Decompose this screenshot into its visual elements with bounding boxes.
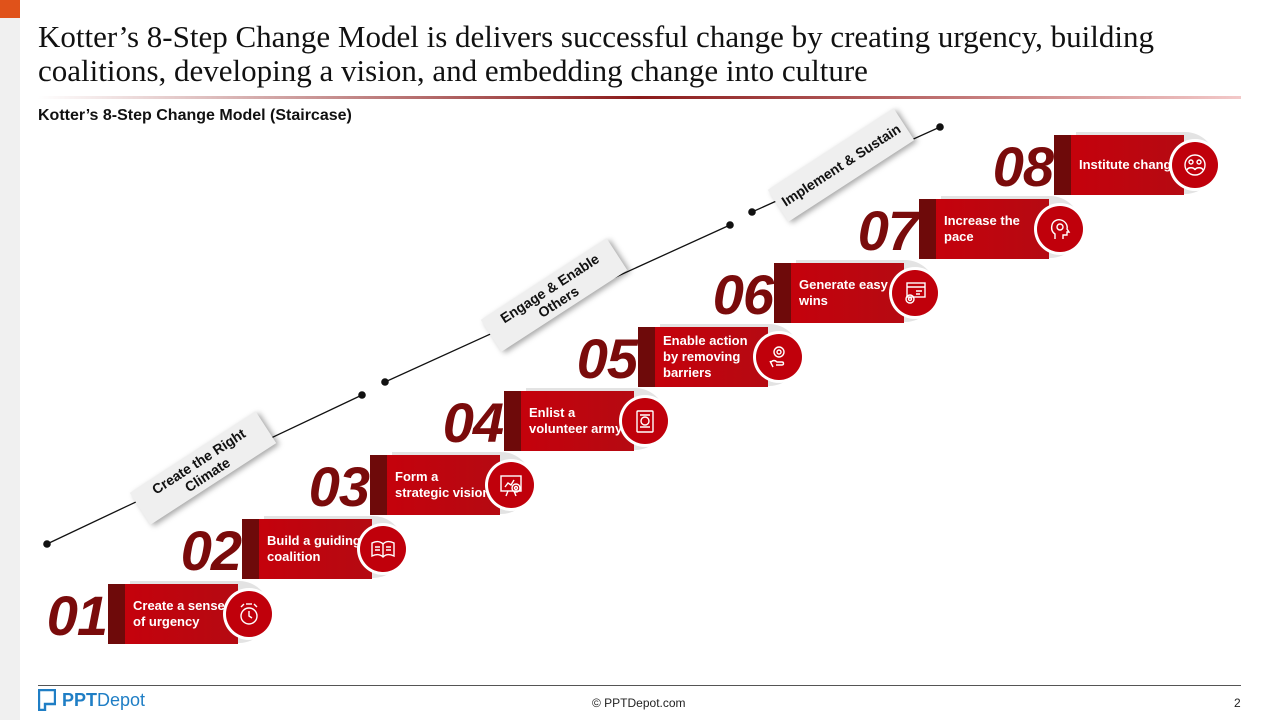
timeline-dot <box>43 540 51 548</box>
step-number: 02 <box>180 519 242 582</box>
brand-logo: PPTDepot <box>37 688 146 712</box>
alarm-clock-icon <box>223 588 275 640</box>
step-bar: Create a sense of urgency <box>108 584 238 644</box>
brand-name-rest: Depot <box>97 689 146 710</box>
step-number: 01 <box>46 584 108 647</box>
timeline-dot <box>358 391 366 399</box>
timeline-dot <box>381 378 389 386</box>
step-01: 01 Create a sense of urgency <box>0 581 400 648</box>
step-05: 05 Enable action by removing barriers <box>530 324 930 391</box>
head-gear-icon <box>1034 203 1086 255</box>
step-label: Generate easy wins <box>799 277 888 308</box>
ppt-logo-icon <box>37 688 57 712</box>
step-number: 04 <box>442 391 504 454</box>
hand-target-icon <box>753 331 805 383</box>
step-number: 05 <box>576 327 638 390</box>
badge-document-icon <box>619 395 671 447</box>
step-bar: Form a strategic vision <box>370 455 500 515</box>
step-number: 07 <box>857 199 919 262</box>
step-label: Enlist a volunteer army <box>529 405 623 436</box>
step-label: Create a sense of urgency <box>133 598 225 629</box>
step-number: 06 <box>712 263 774 326</box>
title-divider <box>38 96 1241 99</box>
step-bar: Build a guiding coalition <box>242 519 372 579</box>
step-06: 06 Generate easy wins <box>666 260 1066 327</box>
step-04: 04 Enlist a volunteer army <box>396 388 796 455</box>
team-cycle-icon <box>1169 139 1221 191</box>
step-bar: Enlist a volunteer army <box>504 391 634 451</box>
footer-divider <box>38 685 1241 686</box>
step-label: Enable action by removing barriers <box>663 333 748 380</box>
step-08: 08 Institute change <box>946 132 1280 199</box>
timeline-dot <box>936 123 944 131</box>
browser-gear-icon <box>889 267 941 319</box>
step-label: Form a strategic vision <box>395 469 491 500</box>
step-bar: Enable action by removing barriers <box>638 327 768 387</box>
slide-title: Kotter’s 8-Step Change Model is delivers… <box>38 19 1155 88</box>
presentation-target-icon <box>485 459 537 511</box>
brand-name-bold: PPT <box>62 689 98 710</box>
page-number: 2 <box>1234 696 1241 710</box>
timeline-dot <box>748 208 756 216</box>
step-label: Institute change <box>1079 157 1179 172</box>
slide-subtitle: Kotter’s 8-Step Change Model (Staircase) <box>38 107 352 124</box>
step-03: 03 Form a strategic vision <box>262 452 662 519</box>
step-02: 02 Build a guiding coalition <box>134 516 534 583</box>
left-sidebar-strip <box>0 0 20 720</box>
step-bar: Generate easy wins <box>774 263 904 323</box>
step-number: 03 <box>308 455 370 518</box>
step-label: Build a guiding coalition <box>267 533 361 564</box>
step-bar: Increase the pace <box>919 199 1049 259</box>
step-number: 08 <box>992 135 1054 198</box>
step-label: Increase the pace <box>944 213 1020 244</box>
open-book-icon <box>357 523 409 575</box>
step-07: 07 Increase the pace <box>811 196 1211 263</box>
corner-accent <box>0 0 20 18</box>
step-bar: Institute change <box>1054 135 1184 195</box>
timeline-dot <box>726 221 734 229</box>
copyright-text: © PPTDepot.com <box>592 696 686 710</box>
